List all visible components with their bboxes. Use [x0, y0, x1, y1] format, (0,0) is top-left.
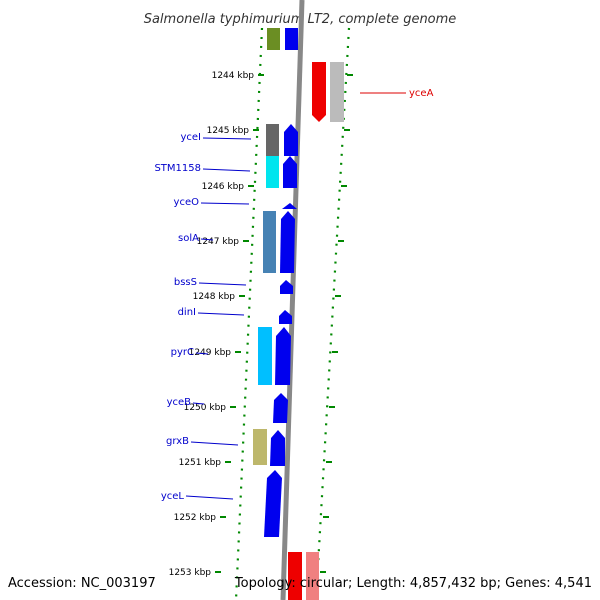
gene-arrow-yceL[interactable] — [264, 470, 282, 537]
gene-arrow-yceI[interactable] — [284, 124, 298, 156]
cog-block-pyrC[interactable] — [258, 327, 272, 385]
genome-backbone — [280, 0, 305, 600]
gene-arrow-bottom-red[interactable] — [288, 552, 302, 600]
leader-line-grxB — [190, 441, 239, 446]
inner-feature-ring — [314, 27, 351, 600]
scale-label: 1249 kbp — [189, 348, 232, 358]
cog-block-yceI[interactable] — [266, 124, 279, 156]
gene-arrow-grxB[interactable] — [270, 430, 285, 466]
gene-arrow-bssS[interactable] — [280, 280, 293, 294]
gene-label-yceB[interactable]: yceB — [167, 397, 192, 408]
gene-arrow-yceB[interactable] — [273, 393, 288, 423]
leader-line-yceB — [192, 402, 205, 405]
gene-label-dinI[interactable]: dinI — [178, 307, 196, 318]
gene-label-yceI[interactable]: yceI — [180, 132, 201, 143]
gene-label-solA[interactable]: solA — [178, 233, 199, 244]
scale-label: 1248 kbp — [193, 292, 236, 302]
cog-block-grxB[interactable] — [253, 429, 267, 465]
scale-label: 1246 kbp — [202, 182, 245, 192]
leader-line-STM1158 — [202, 168, 251, 172]
gene-arrow-yceA[interactable] — [312, 62, 326, 122]
gene-arrow-top[interactable] — [285, 28, 298, 50]
scale-label: 1253 kbp — [169, 568, 212, 578]
leader-line-dinI — [197, 312, 245, 316]
leader-line-yceO — [200, 202, 250, 205]
gene-arrow-STM1158[interactable] — [283, 156, 297, 188]
scale-label: 1247 kbp — [197, 237, 240, 247]
topology-label: Topology: circular; Length: 4,857,432 bp… — [234, 576, 592, 591]
scale-label: 1245 kbp — [207, 126, 250, 136]
gene-label-pyrC[interactable]: pyrC — [171, 347, 194, 358]
gene-features — [253, 28, 344, 600]
gene-label-bssS[interactable]: bssS — [174, 277, 197, 288]
accession-label: Accession: NC_003197 — [8, 576, 156, 591]
gene-label-STM1158[interactable]: STM1158 — [154, 163, 201, 174]
gene-arrow-solA[interactable] — [280, 211, 295, 273]
gene-label-grxB[interactable]: grxB — [166, 436, 189, 447]
outer-feature-ring — [234, 27, 264, 600]
scale-label: 1250 kbp — [184, 403, 227, 413]
gene-arrow-pyrC[interactable] — [275, 327, 291, 385]
gene-label-yceA[interactable]: yceA — [409, 88, 434, 99]
leader-line-yceL — [185, 495, 234, 500]
leader-line-solA — [200, 238, 214, 241]
gene-labels: yceI STM1158 yceO solA bssS dinI pyrC yceB grxB y… — [154, 88, 433, 502]
cog-block-top[interactable] — [267, 28, 280, 50]
scale-label: 1244 kbp — [212, 71, 255, 81]
gene-arrow-dinI[interactable] — [279, 310, 292, 324]
gene-label-yceL[interactable]: yceL — [161, 491, 185, 502]
inner-ring-ticks — [320, 74, 353, 573]
leader-line-pyrC — [195, 352, 209, 355]
gene-label-yceO[interactable]: yceO — [174, 197, 200, 208]
cog-block-STM1158[interactable] — [266, 156, 279, 188]
scale-label: 1252 kbp — [174, 513, 217, 523]
scale-ticks: 1244 kbp 1245 kbp 1246 kbp 1247 kbp 1248 kbp… — [169, 71, 264, 578]
leader-line-bssS — [198, 282, 247, 286]
leader-line-yceI — [202, 137, 252, 140]
cog-block-bottom-pink[interactable] — [306, 552, 319, 600]
scale-label: 1251 kbp — [179, 458, 222, 468]
gene-arrow-yceO[interactable] — [282, 203, 297, 209]
cog-block-solA[interactable] — [263, 211, 276, 273]
cog-block-yceA[interactable] — [330, 62, 344, 122]
